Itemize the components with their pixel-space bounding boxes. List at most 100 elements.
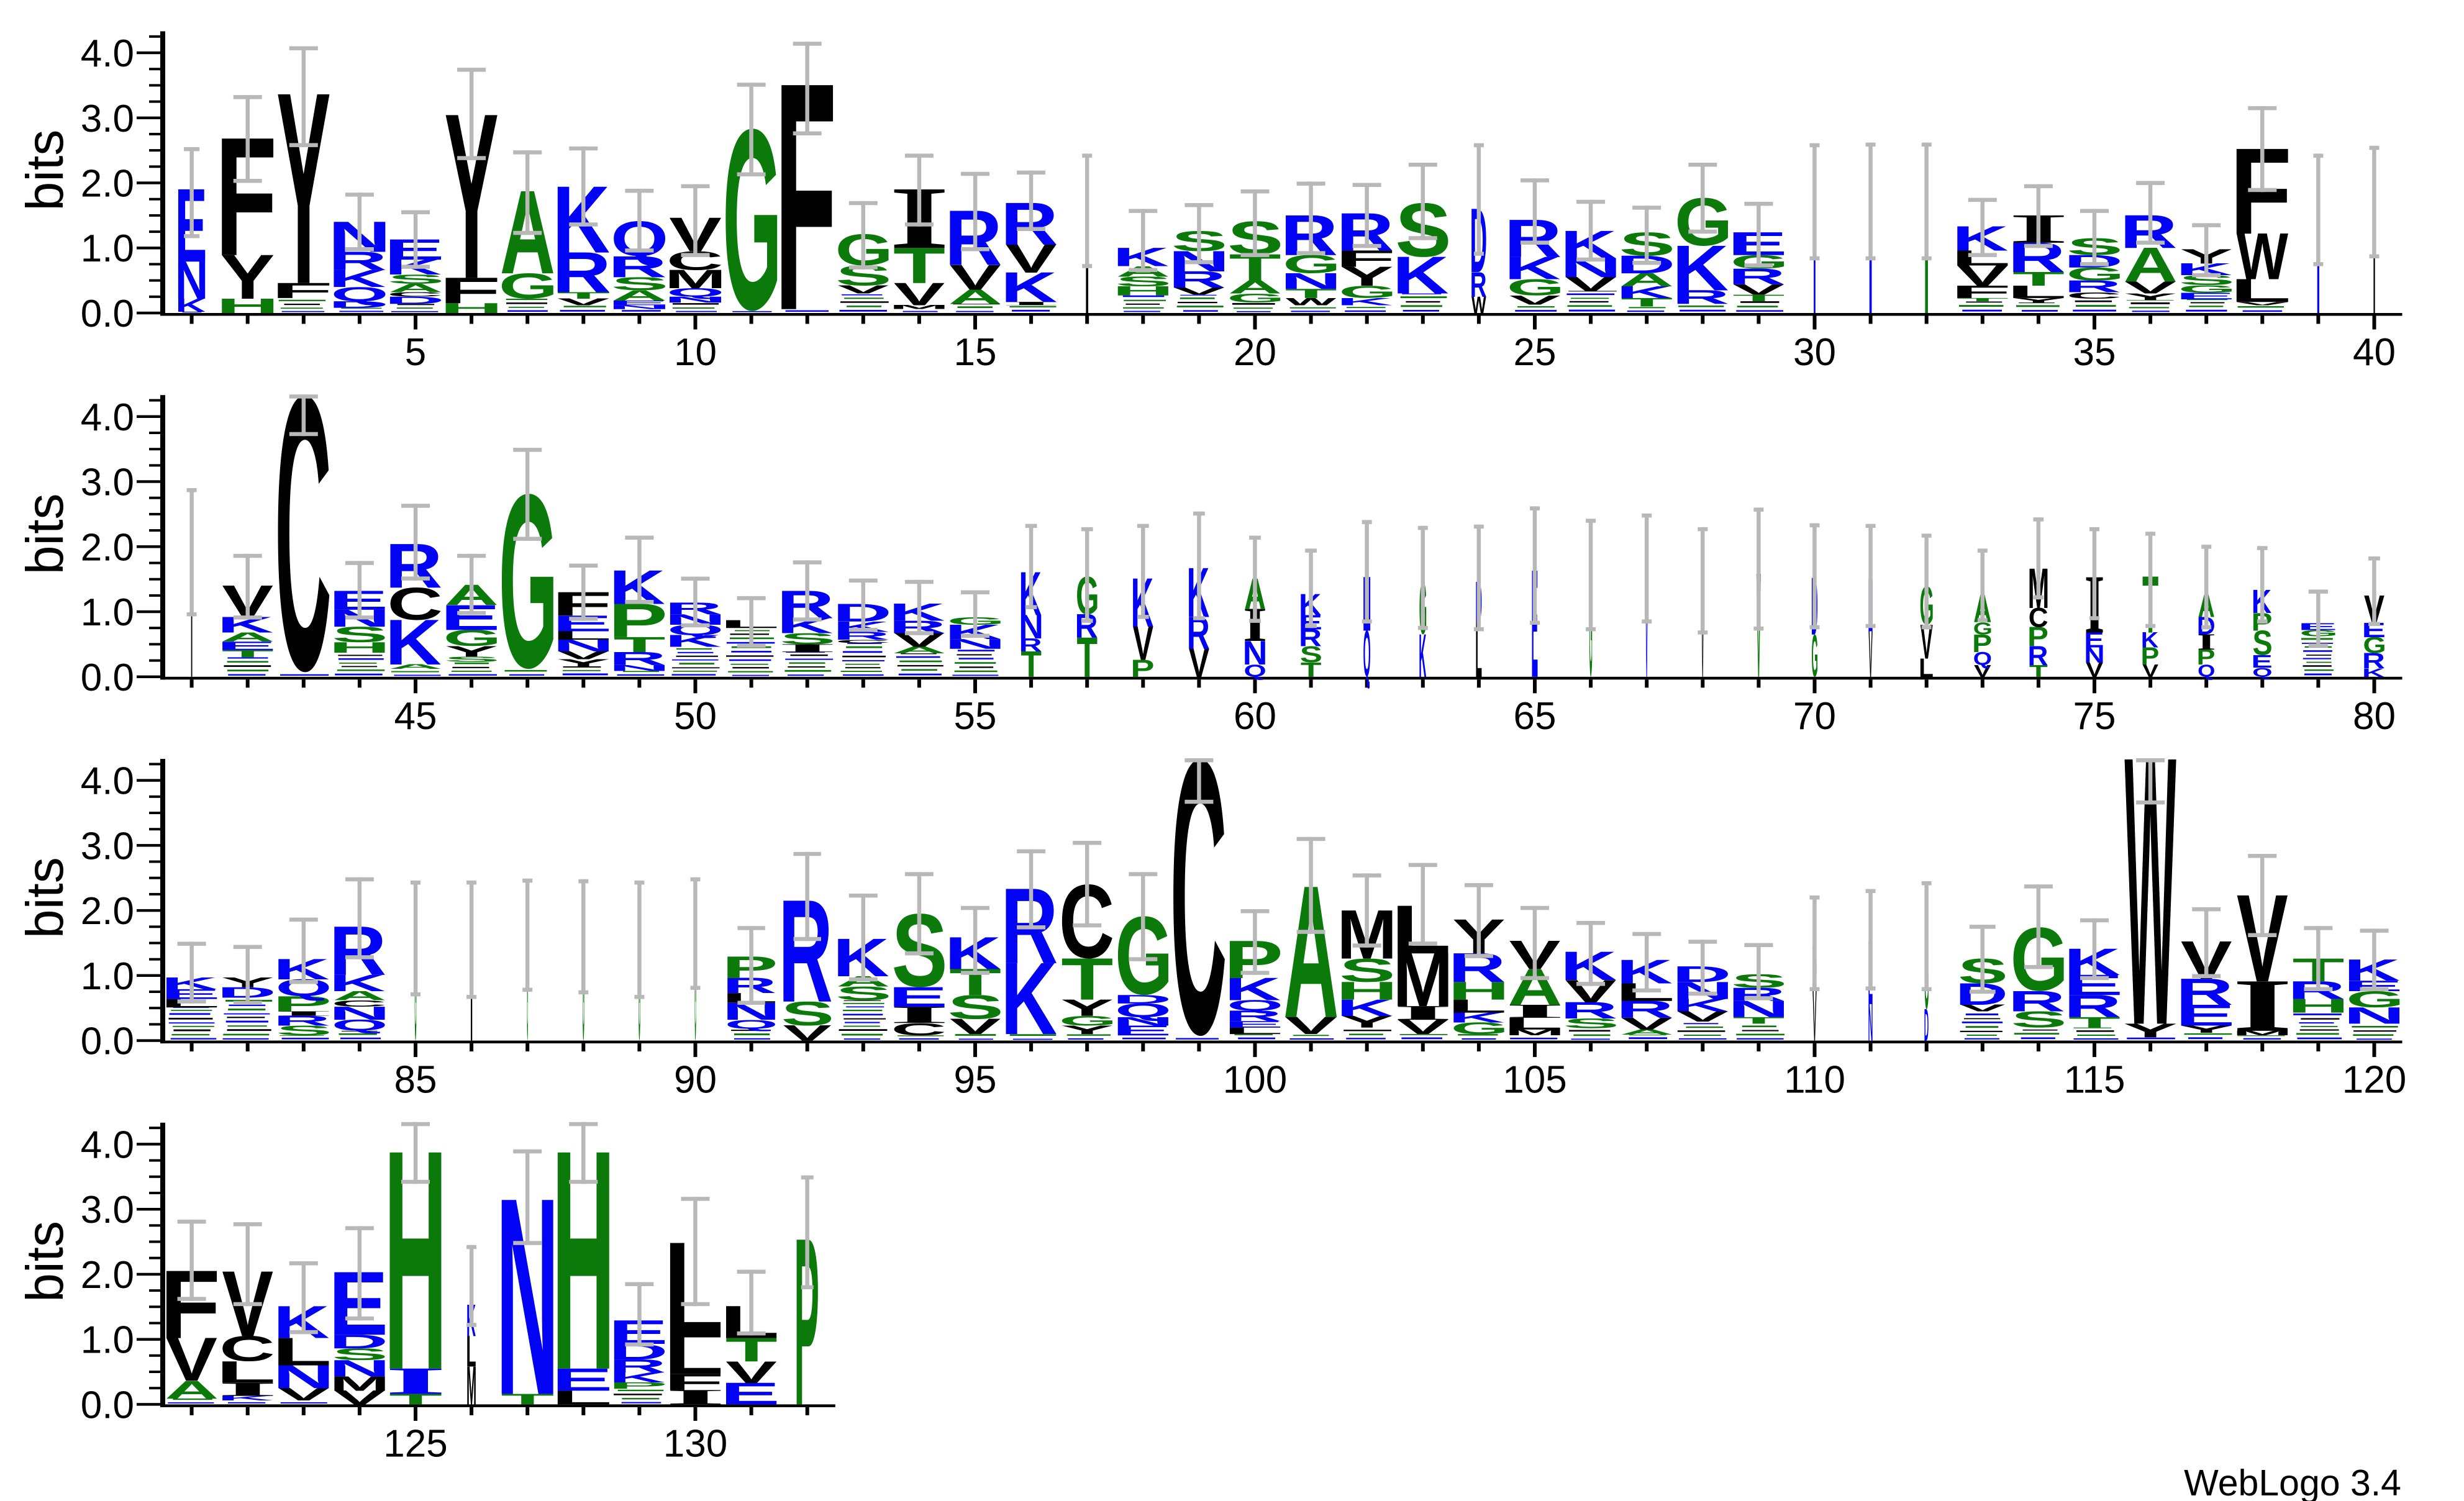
- svg-text:C: C: [835, 639, 890, 644]
- svg-text:K: K: [1952, 219, 2009, 258]
- svg-text:25: 25: [1514, 331, 1557, 374]
- svg-text:100: 100: [1223, 1059, 1287, 1102]
- svg-text:I: I: [384, 1359, 447, 1402]
- svg-text:R: R: [1019, 634, 1042, 655]
- svg-text:K: K: [1448, 1010, 1505, 1026]
- svg-text:N: N: [329, 1355, 391, 1382]
- svg-text:C: C: [2066, 290, 2122, 301]
- svg-text:2.0: 2.0: [81, 526, 134, 569]
- svg-text:V: V: [1957, 259, 2008, 292]
- svg-text:A: A: [165, 1376, 219, 1404]
- svg-text:V: V: [725, 1355, 777, 1390]
- svg-text:E: E: [552, 1362, 613, 1397]
- svg-text:R: R: [833, 630, 891, 642]
- svg-text:K: K: [2362, 666, 2385, 679]
- svg-text:A: A: [948, 285, 1002, 308]
- svg-text:L: L: [551, 1386, 612, 1408]
- svg-text:A: A: [1620, 1028, 1674, 1036]
- svg-text:3.0: 3.0: [81, 825, 134, 868]
- svg-text:N: N: [944, 636, 1006, 652]
- svg-text:F: F: [1335, 245, 1396, 272]
- svg-text:Y: Y: [445, 643, 498, 660]
- svg-text:Y: Y: [1340, 1012, 1394, 1032]
- svg-text:Q: Q: [666, 286, 724, 299]
- svg-text:V: V: [1284, 1012, 1337, 1039]
- svg-text:I: I: [1504, 1000, 1565, 1022]
- svg-text:K: K: [1616, 283, 1673, 301]
- svg-text:2.0: 2.0: [81, 890, 134, 933]
- svg-text:85: 85: [394, 1059, 437, 1102]
- svg-text:E: E: [1112, 1022, 1172, 1038]
- svg-text:R: R: [1168, 266, 1226, 293]
- svg-text:N: N: [175, 250, 208, 311]
- svg-text:G: G: [1227, 291, 1284, 305]
- svg-text:R: R: [609, 648, 666, 669]
- svg-text:S: S: [2252, 624, 2272, 663]
- svg-text:C: C: [388, 578, 443, 630]
- svg-text:K: K: [1001, 264, 1057, 312]
- svg-text:2.0: 2.0: [81, 163, 134, 206]
- svg-text:V: V: [1812, 977, 1816, 1056]
- svg-text:C: C: [1170, 679, 1227, 1116]
- svg-text:P: P: [1130, 655, 1154, 682]
- svg-text:bits: bits: [16, 493, 74, 574]
- svg-text:K: K: [1337, 994, 1393, 1021]
- svg-text:K: K: [385, 607, 442, 678]
- svg-text:D: D: [384, 294, 445, 306]
- svg-text:K: K: [1393, 246, 1449, 305]
- svg-text:N: N: [2344, 1002, 2406, 1029]
- svg-text:R: R: [1728, 264, 1786, 289]
- svg-text:S: S: [388, 272, 445, 286]
- svg-text:I: I: [2197, 630, 2216, 655]
- svg-text:T: T: [501, 1391, 554, 1408]
- svg-text:E: E: [2251, 651, 2272, 672]
- svg-text:R: R: [1616, 995, 1674, 1023]
- svg-text:V: V: [1006, 236, 1057, 281]
- svg-text:I: I: [2373, 171, 2375, 347]
- svg-text:Q: Q: [725, 1017, 778, 1032]
- svg-text:L: L: [1447, 995, 1507, 1017]
- svg-text:15: 15: [954, 331, 997, 374]
- svg-text:I: I: [665, 1385, 726, 1409]
- svg-text:K: K: [2141, 628, 2158, 653]
- svg-text:3.0: 3.0: [81, 1189, 134, 1231]
- svg-text:M: M: [1505, 1028, 1565, 1037]
- svg-text:N: N: [552, 636, 614, 655]
- svg-text:K: K: [1225, 971, 1281, 1007]
- svg-text:T: T: [1076, 625, 1098, 689]
- svg-text:125: 125: [383, 1422, 447, 1465]
- svg-text:W: W: [2124, 676, 2176, 1105]
- svg-text:T: T: [1285, 286, 1337, 301]
- svg-text:V: V: [783, 1021, 832, 1045]
- svg-text:M: M: [2232, 1030, 2293, 1037]
- svg-text:T: T: [1621, 296, 1673, 309]
- svg-text:V: V: [2125, 278, 2176, 297]
- svg-text:T: T: [389, 1391, 442, 1408]
- svg-text:I: I: [1001, 301, 1062, 306]
- svg-text:P: P: [273, 992, 332, 1016]
- svg-text:L: L: [2007, 282, 2067, 302]
- svg-text:S: S: [276, 1023, 332, 1038]
- svg-text:M: M: [466, 1354, 476, 1416]
- svg-text:G: G: [1451, 1019, 1509, 1038]
- svg-text:T: T: [1957, 297, 2009, 302]
- svg-text:K: K: [945, 620, 1001, 643]
- svg-text:V: V: [1645, 543, 1648, 710]
- svg-text:Q: Q: [1115, 1000, 1171, 1022]
- svg-text:Q: Q: [1363, 617, 1371, 691]
- svg-text:V: V: [278, 1384, 329, 1404]
- svg-text:T: T: [1733, 292, 1785, 303]
- svg-text:T: T: [725, 1331, 778, 1369]
- svg-text:A: A: [612, 287, 667, 304]
- svg-text:T: T: [614, 633, 666, 657]
- svg-text:K: K: [1504, 250, 1561, 286]
- svg-text:S: S: [332, 622, 388, 647]
- svg-text:90: 90: [674, 1059, 717, 1102]
- svg-text:E: E: [888, 981, 948, 1013]
- svg-text:N: N: [329, 1003, 391, 1024]
- svg-text:55: 55: [954, 695, 997, 738]
- svg-text:N: N: [1112, 1015, 1174, 1028]
- svg-text:E: E: [607, 299, 669, 307]
- svg-text:V: V: [1960, 1003, 2006, 1014]
- svg-text:V: V: [950, 257, 1001, 297]
